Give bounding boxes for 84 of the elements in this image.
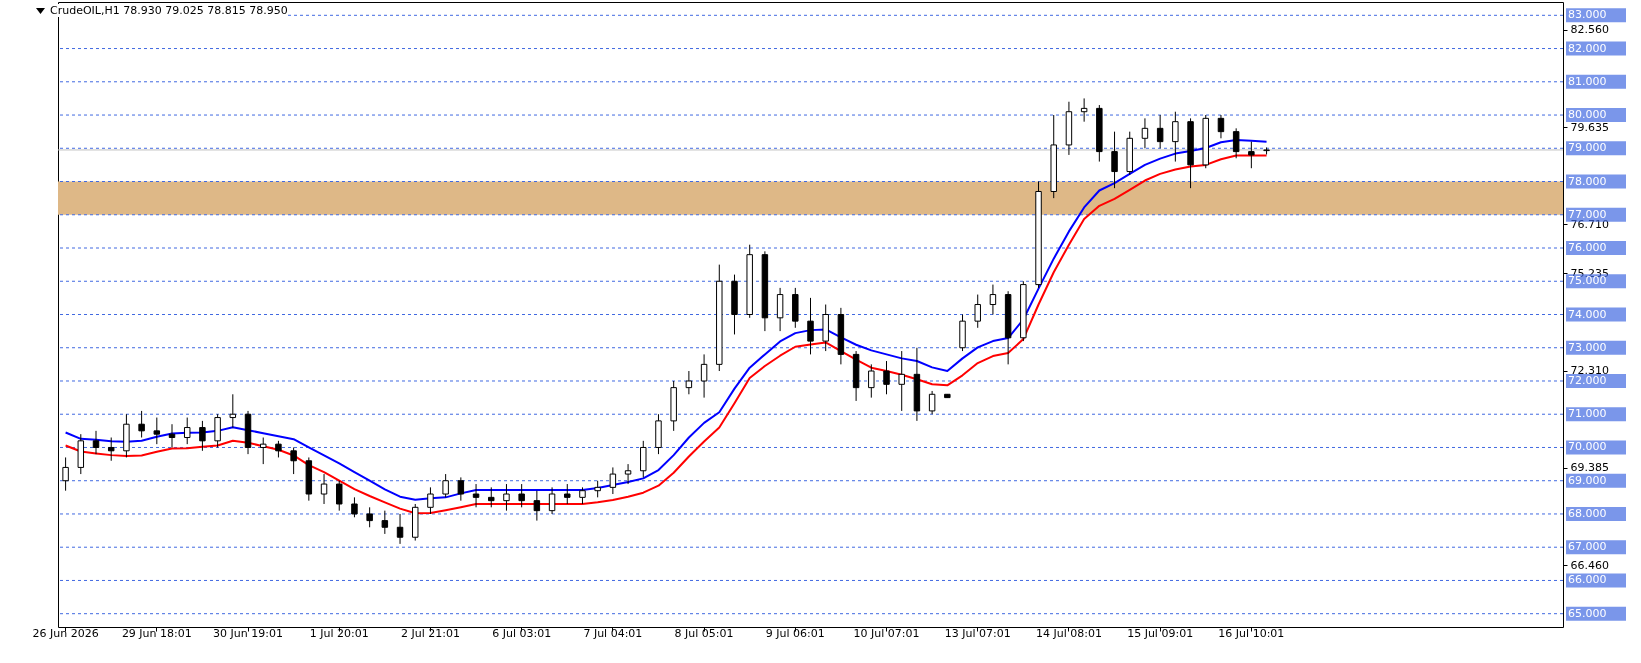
ref-line-label: 69.000: [1568, 473, 1607, 487]
candlestick: [609, 466, 617, 495]
candlestick: [898, 350, 905, 412]
ref-line-label: 68.000: [1568, 506, 1607, 520]
candlestick: [214, 413, 221, 448]
candlestick: [989, 284, 997, 315]
x-tick-label: 7 Jul 04:01: [583, 626, 643, 640]
candlestick: [457, 476, 465, 502]
x-tick-label: 16 Jul 10:01: [1218, 626, 1285, 640]
candlestick: [564, 483, 571, 505]
candlestick: [92, 430, 100, 455]
candlestick: [107, 437, 115, 462]
candlestick: [1111, 131, 1118, 189]
candlestick: [518, 483, 525, 508]
ref-line-label: 80.000: [1568, 108, 1607, 122]
candlestick: [427, 486, 434, 515]
candlestick: [366, 506, 373, 528]
ref-line-label: 83.000: [1568, 8, 1607, 22]
x-tick-label: 9 Jul 06:01: [765, 626, 825, 640]
candlestick: [351, 496, 358, 518]
x-tick-label: 26 Jun 2026: [32, 626, 99, 640]
x-tick-label: 2 Jul 21:01: [400, 626, 460, 640]
candlestick: [472, 483, 480, 508]
ref-line-label: 66.000: [1568, 573, 1607, 587]
candlestick: [1248, 141, 1255, 169]
candlestick: [381, 510, 389, 535]
candlestick: [700, 353, 708, 399]
candlestick: [1141, 117, 1149, 149]
y-tick-label: 82.560: [1570, 23, 1609, 37]
candlestick: [548, 486, 556, 515]
candlestick: [320, 473, 328, 505]
ref-line-label: 79.000: [1568, 141, 1607, 155]
ref-line-label: 67.000: [1568, 540, 1607, 554]
candlestick: [290, 446, 297, 475]
y-tick-label: 69.385: [1570, 461, 1609, 475]
ref-line-label: 81.000: [1568, 74, 1607, 88]
candlestick: [1217, 114, 1225, 139]
candlestick: [1172, 111, 1179, 163]
candlestick: [503, 483, 510, 512]
candlestick: [868, 363, 875, 399]
candlestick: [1232, 127, 1240, 159]
candlestick: [488, 486, 495, 508]
candlestick: [1080, 97, 1088, 123]
candlestick: [259, 437, 267, 465]
x-tick-label: 10 Jul 07:01: [853, 626, 920, 640]
candlestick: [533, 490, 541, 522]
ref-line-label: 65.000: [1568, 606, 1607, 620]
x-tick-label: 1 Jul 20:01: [309, 626, 369, 640]
candlestick: [974, 294, 981, 329]
ref-line-label: 74.000: [1568, 307, 1607, 321]
candlestick: [1156, 114, 1164, 149]
candlestick: [685, 370, 693, 395]
ref-line-label: 82.000: [1568, 41, 1607, 55]
candlestick: [396, 513, 404, 545]
ref-line-label: 73.000: [1568, 340, 1607, 354]
x-tick-label: 15 Jul 09:01: [1127, 626, 1194, 640]
candlestick: [199, 420, 206, 452]
ref-line-label: 78.000: [1568, 174, 1607, 188]
candlestick: [807, 297, 814, 355]
x-tick-label: 14 Jul 08:01: [1035, 626, 1102, 640]
candlestick: [624, 463, 632, 485]
x-tick-label: 30 Jun 19:01: [213, 626, 283, 640]
x-tick-label: 29 Jun 18:01: [121, 626, 192, 640]
y-tick-label: 66.460: [1570, 558, 1609, 572]
x-tick-label: 13 Jul 07:01: [944, 626, 1011, 640]
candlestick: [138, 410, 145, 439]
candlestick: [153, 417, 161, 445]
chart-title: CrudeOIL,H1 78.930 79.025 78.815 78.950: [50, 4, 288, 17]
candlestick: [62, 456, 69, 492]
candlestick: [442, 473, 449, 498]
ref-line-label: 70.000: [1568, 440, 1607, 454]
candlestick: [883, 360, 890, 395]
y-tick-label: 79.635: [1570, 120, 1609, 134]
candlestick: [776, 287, 784, 332]
x-tick-label: 6 Jul 03:01: [492, 626, 552, 640]
candlestick: [229, 393, 237, 429]
ref-line-label: 72.000: [1568, 373, 1607, 387]
candlestick: [183, 417, 191, 445]
ref-line-label: 76.000: [1568, 241, 1607, 255]
x-tick-label: 8 Jul 05:01: [674, 626, 734, 640]
candlestick: [928, 390, 936, 415]
candlestick: [336, 480, 343, 512]
ref-line-label: 71.000: [1568, 407, 1607, 421]
candlestick: [640, 440, 647, 478]
